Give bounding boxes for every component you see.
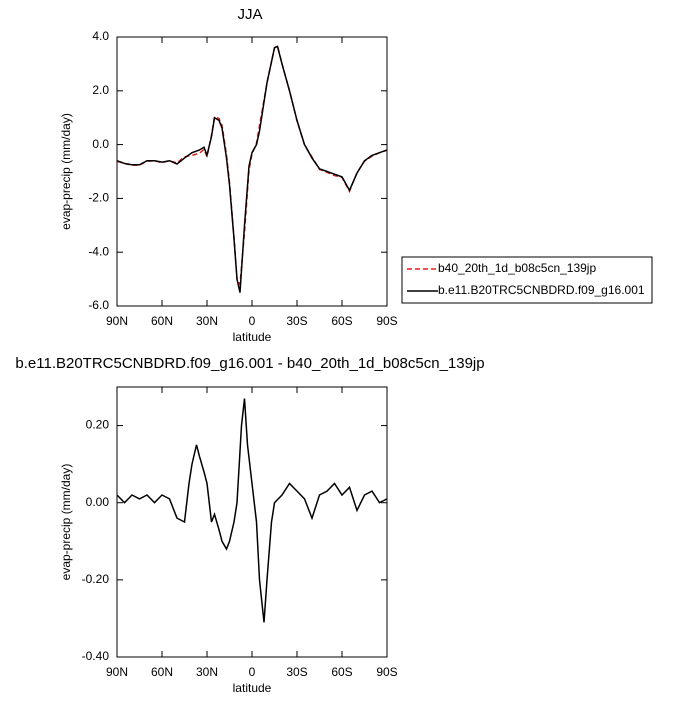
x-tick-label: 30N: [196, 665, 218, 679]
x-tick-label: 30N: [196, 314, 218, 328]
y-axis-label: evap-precip (mm/day): [59, 464, 73, 581]
legend-label: b.e11.B20TRC5CNBDRD.f09_g16.001: [438, 283, 645, 297]
x-tick-label: 60N: [151, 314, 173, 328]
y-axis-label: evap-precip (mm/day): [59, 113, 73, 230]
x-tick-label: 30S: [286, 314, 307, 328]
y-tick-label: -2.0: [88, 191, 109, 205]
y-tick-label: 2.0: [92, 83, 109, 97]
y-tick-label: 0.0: [92, 137, 109, 151]
x-tick-label: 30S: [286, 665, 307, 679]
data-line: [116, 398, 388, 623]
x-tick-label: 90N: [106, 314, 128, 328]
x-tick-label: 90N: [106, 665, 128, 679]
x-tick-label: 90S: [376, 314, 397, 328]
x-tick-label: 0: [249, 665, 256, 679]
y-tick-label: -0.40: [82, 649, 110, 663]
data-line: [116, 44, 388, 287]
y-tick-label: -6.0: [88, 298, 109, 312]
data-line: [116, 45, 388, 293]
y-tick-label: 0.20: [86, 418, 110, 432]
plot-frame: [116, 386, 388, 658]
x-tick-label: 0: [249, 314, 256, 328]
y-tick-label: 4.0: [92, 29, 109, 43]
x-tick-label: 60N: [151, 665, 173, 679]
plot-frame: [116, 36, 388, 307]
y-tick-label: 0.00: [86, 495, 110, 509]
legend-box: [401, 256, 653, 304]
y-tick-label: -0.20: [82, 572, 110, 586]
x-tick-label: 90S: [376, 665, 397, 679]
chart-title: b.e11.B20TRC5CNBDRD.f09_g16.001 - b40_20…: [15, 355, 484, 372]
legend-label: b40_20th_1d_b08c5cn_139jp: [438, 261, 596, 275]
x-tick-label: 60S: [331, 665, 352, 679]
chart-title: JJA: [237, 6, 262, 23]
y-tick-label: -4.0: [88, 244, 109, 258]
x-tick-label: 60S: [331, 314, 352, 328]
x-axis-label: latitude: [233, 681, 272, 695]
x-axis-label: latitude: [233, 330, 272, 344]
